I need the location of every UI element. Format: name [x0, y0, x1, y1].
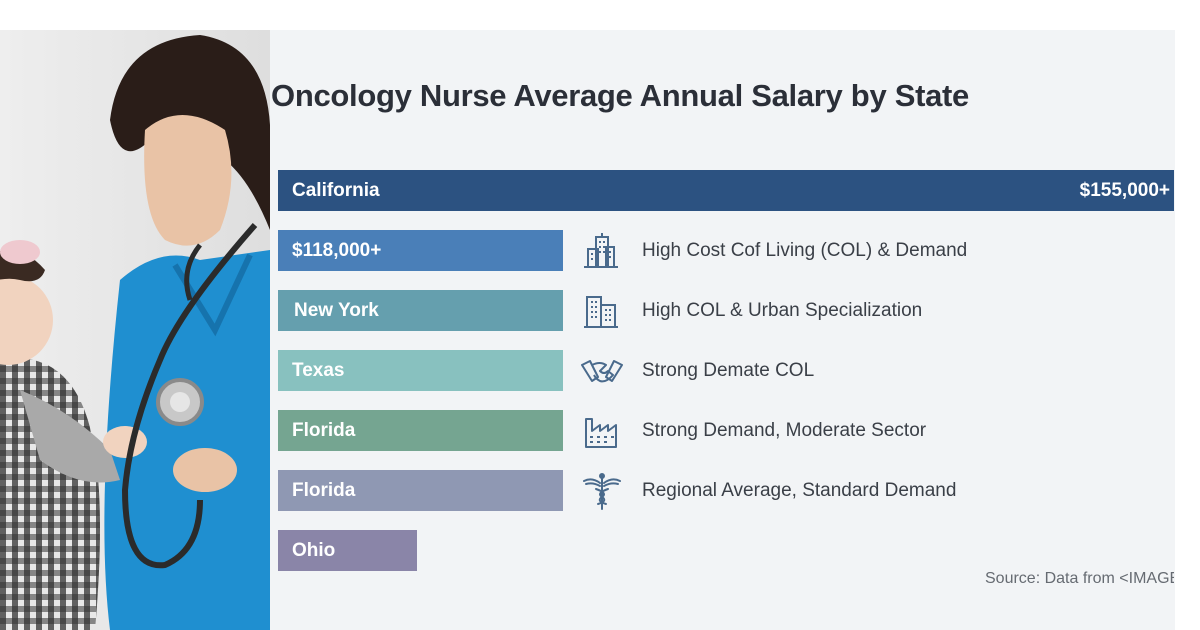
bar-label: $118,000+: [292, 240, 382, 261]
note-row: Strong Demate COL: [580, 350, 814, 391]
office-building-icon: [580, 290, 626, 331]
note-row: Regional Average, Standard Demand: [580, 470, 956, 511]
factory-icon: [580, 410, 626, 451]
bar-label: Texas: [292, 360, 345, 381]
note-row: Strong Demand, Moderate Sector: [580, 410, 926, 451]
bar-label: Florida: [292, 480, 356, 501]
bar-label: New York: [294, 300, 379, 321]
bar-label: Ohio: [292, 540, 336, 561]
nurse-photo: [0, 30, 270, 630]
bar-california: California $155,000+: [278, 170, 1174, 211]
note-text: Strong Demate COL: [642, 359, 815, 381]
note-row: High COL & Urban Specialization: [580, 290, 922, 331]
note-text: High COL & Urban Specialization: [642, 299, 923, 321]
bar-ohio: Ohio: [278, 530, 417, 571]
city-buildings-icon: [580, 230, 626, 271]
chart-title: Oncology Nurse Average Annual Salary by …: [271, 78, 970, 113]
note-text: Strong Demand, Moderate Sector: [642, 419, 927, 441]
bar-florida-1: Florida: [278, 410, 563, 451]
bar-value-label: $155,000+: [1079, 180, 1170, 201]
bar-new-york: New York: [278, 290, 563, 331]
note-text: Regional Average, Standard Demand: [642, 479, 957, 501]
bar-label: Florida: [292, 420, 356, 441]
note-row: High Cost Cof Living (COL) & Demand: [580, 230, 967, 271]
source-note: Source: Data from <IMAGE: [985, 570, 1174, 587]
note-text: High Cost Cof Living (COL) & Demand: [642, 239, 968, 261]
handshake-icon: [580, 350, 626, 391]
caduceus-icon: [580, 470, 626, 511]
bar-118000: $118,000+: [278, 230, 563, 271]
bar-label: California: [292, 180, 380, 201]
bar-texas: Texas: [278, 350, 563, 391]
bar-florida-2: Florida: [278, 470, 563, 511]
